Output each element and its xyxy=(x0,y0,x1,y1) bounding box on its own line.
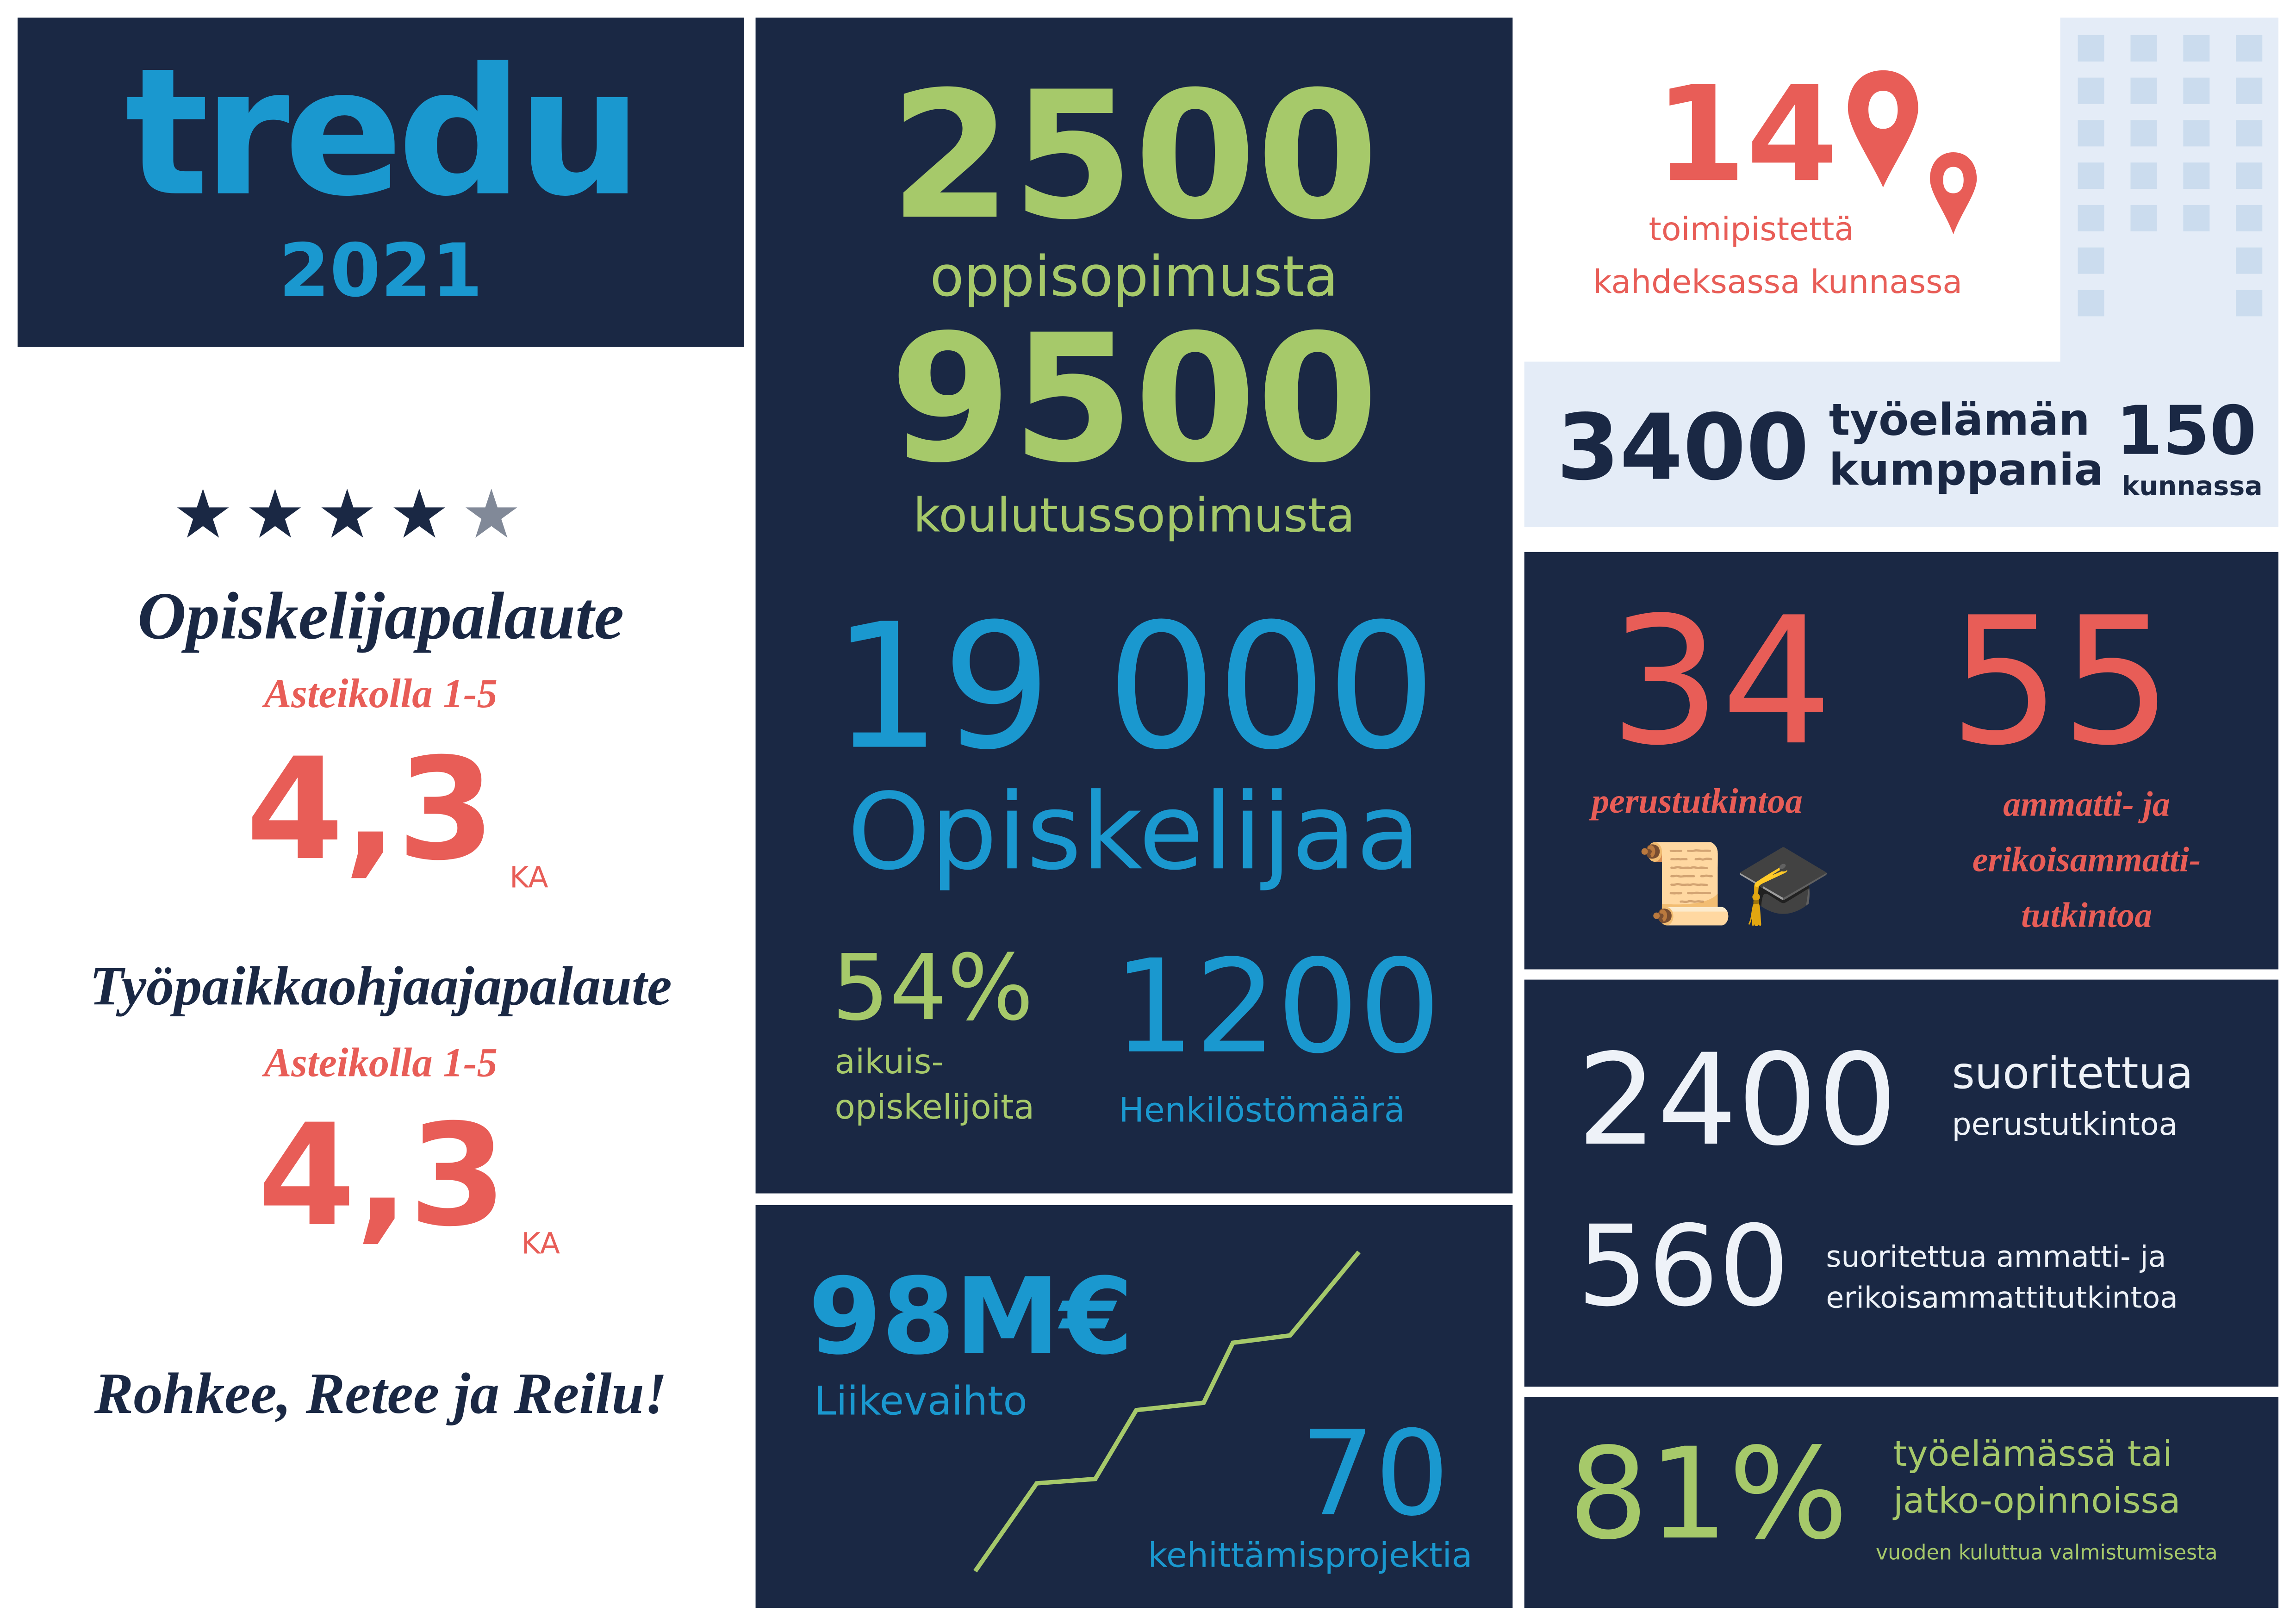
completed-panel: 2400 suoritettua perustutkintoa 560 suor… xyxy=(1524,979,2279,1387)
adult-students-label-2: opiskelijoita xyxy=(834,1089,1035,1128)
vocational-degrees-label-1: ammatti- ja xyxy=(2003,786,2170,825)
revenue-value: 98M€ xyxy=(808,1255,1133,1378)
student-feedback-unit: KA xyxy=(510,859,548,895)
vocational-degrees-label-2: erikoisammatti- xyxy=(1972,842,2201,880)
completed-vocational-label-2: erikoisammattitutkintoa xyxy=(1826,1280,2178,1315)
basic-degrees-value: 34 xyxy=(1609,581,1833,785)
projects-label: kehittämisprojektia xyxy=(1148,1537,1473,1576)
students-value: 19 000 xyxy=(832,585,1437,788)
partners-panel: 3400 työelämän kumppania 150 kunnassa xyxy=(1524,361,2279,528)
apprenticeships-label: oppisopimusta xyxy=(930,244,1338,309)
adult-students-label-1: aikuis- xyxy=(834,1044,944,1083)
locations-label-1: toimipistettä xyxy=(1649,212,1854,249)
employment-label-2: jatko-opinnoissa xyxy=(1893,1480,2181,1522)
employment-value: 81% xyxy=(1568,1422,1848,1568)
adult-students-value: 54% xyxy=(832,934,1034,1041)
completed-basic-label-2: perustutkintoa xyxy=(1952,1107,2178,1142)
projects-value: 70 xyxy=(1300,1406,1450,1542)
workplace-feedback-value: 4,3 xyxy=(257,1094,507,1258)
staff-label: Henkilöstömäärä xyxy=(1119,1092,1405,1131)
training-agreements-value: 9500 xyxy=(890,299,1379,503)
completed-basic-value: 2400 xyxy=(1577,1028,1898,1175)
locations-label-2: kahdeksassa kunnassa xyxy=(1593,265,1963,302)
student-feedback-title: Opiskelijapalaute xyxy=(137,578,624,653)
municipalities-label: kunnassa xyxy=(2122,471,2263,503)
building-windows-icon xyxy=(2078,35,2263,317)
vocational-degrees-value: 55 xyxy=(1949,581,2173,785)
completed-vocational-label-1: suoritettua ammatti- ja xyxy=(1826,1238,2166,1274)
apprenticeships-value: 2500 xyxy=(890,56,1379,260)
employment-label-1: työelämässä tai xyxy=(1893,1433,2173,1475)
students-label: Opiskelijaa xyxy=(847,770,1421,893)
partners-value: 3400 xyxy=(1556,394,1810,501)
student-feedback-scale: Asteikolla 1-5 xyxy=(264,672,498,718)
municipalities-value: 150 xyxy=(2116,391,2257,470)
revenue-label: Liikevaihto xyxy=(814,1379,1027,1425)
partners-label-1: työelämän xyxy=(1829,395,2090,447)
basic-degrees-label: perustutkintoa xyxy=(1592,783,1803,821)
completed-vocational-value: 560 xyxy=(1577,1201,1790,1331)
completed-basic-label-1: suoritettua xyxy=(1952,1048,2193,1100)
degrees-panel: 34 perustutkintoa 📜🎓 55 ammatti- ja erik… xyxy=(1524,552,2279,970)
map-pin-icon xyxy=(1848,70,1977,235)
logo-panel: tredu 2021 xyxy=(17,17,744,347)
workplace-feedback-scale: Asteikolla 1-5 xyxy=(264,1041,498,1087)
revenue-panel: 98M€ Liikevaihto 70 kehittämisprojektia xyxy=(755,1205,1513,1608)
graduation-cap-icon: 📜🎓 xyxy=(1636,837,1833,930)
growth-line-icon xyxy=(973,1251,1361,1573)
employment-label-3: vuoden kuluttua valmistumisesta xyxy=(1875,1542,2218,1566)
workplace-feedback-title: Työpaikkaohjaajapalaute xyxy=(89,956,672,1018)
tredu-logo: tredu xyxy=(125,32,642,236)
key-figures-panel: 2500 oppisopimusta 9500 koulutussopimust… xyxy=(755,17,1513,1194)
student-feedback-value: 4,3 xyxy=(246,728,495,892)
employment-panel: 81% työelämässä tai jatko-opinnoissa vuo… xyxy=(1524,1397,2279,1608)
vocational-degrees-label-3: tutkintoa xyxy=(2021,897,2152,936)
locations-value: 14 xyxy=(1655,58,1838,212)
staff-value: 1200 xyxy=(1113,931,1441,1083)
training-agreements-label: koulutussopimusta xyxy=(913,487,1355,543)
workplace-feedback-unit: KA xyxy=(521,1226,560,1261)
partners-label-2: kumppania xyxy=(1829,445,2104,497)
rating-stars-icon: ★★★★★ xyxy=(173,474,534,554)
logo-year: 2021 xyxy=(279,228,483,314)
slogan: Rohkee, Retee ja Reilu! xyxy=(94,1360,667,1426)
